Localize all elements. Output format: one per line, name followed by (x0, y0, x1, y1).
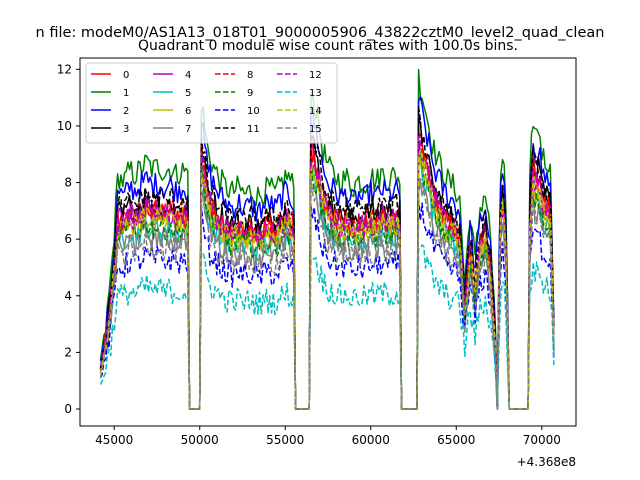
x-tick-label: 55000 (266, 433, 304, 447)
legend-label-14: 14 (309, 106, 322, 117)
series-line-6 (99, 146, 555, 410)
y-tick-label: 4 (64, 289, 72, 303)
legend-label-2: 2 (123, 106, 129, 117)
x-tick-label: 45000 (95, 433, 133, 447)
series-line-12 (99, 135, 555, 410)
legend-label-0: 0 (123, 70, 129, 81)
y-tick-label: 10 (57, 119, 72, 133)
legend-label-10: 10 (247, 106, 260, 117)
legend-box (85, 62, 338, 144)
y-tick-label: 8 (64, 176, 72, 190)
legend-label-3: 3 (123, 124, 129, 135)
plot-frame (79, 57, 577, 427)
legend-label-8: 8 (247, 70, 253, 81)
series-line-15 (99, 177, 555, 410)
y-tick-label: 2 (64, 345, 72, 359)
x-tick-label: 60000 (352, 433, 390, 447)
x-tick-label: 70000 (523, 433, 561, 447)
legend-label-5: 5 (185, 88, 191, 99)
legend-label-11: 11 (247, 124, 260, 135)
legend-label-13: 13 (309, 88, 322, 99)
x-tick-label: 65000 (437, 433, 475, 447)
y-tick-label: 0 (64, 402, 72, 416)
legend-label-7: 7 (185, 124, 191, 135)
legend-label-6: 6 (185, 106, 191, 117)
series-line-11 (99, 106, 555, 410)
legend-label-15: 15 (309, 124, 322, 135)
y-tick-label: 6 (64, 232, 72, 246)
figure-suptitle: n file: modeM0/AS1A13_018T01_9000005906_… (36, 25, 605, 41)
chart-title: Quadrant 0 module wise count rates with … (138, 38, 518, 54)
legend-label-4: 4 (185, 70, 191, 81)
series-line-10 (99, 199, 555, 410)
series-line-2 (99, 96, 555, 410)
legend-label-1: 1 (123, 88, 129, 99)
y-tick-label: 12 (57, 62, 72, 76)
series-line-13 (99, 244, 555, 410)
x-tick-label: 50000 (181, 433, 219, 447)
legend-label-12: 12 (309, 70, 322, 81)
x-offset-label: +4.368e8 (517, 455, 576, 469)
legend-label-9: 9 (247, 88, 253, 99)
series-layer (99, 68, 555, 410)
